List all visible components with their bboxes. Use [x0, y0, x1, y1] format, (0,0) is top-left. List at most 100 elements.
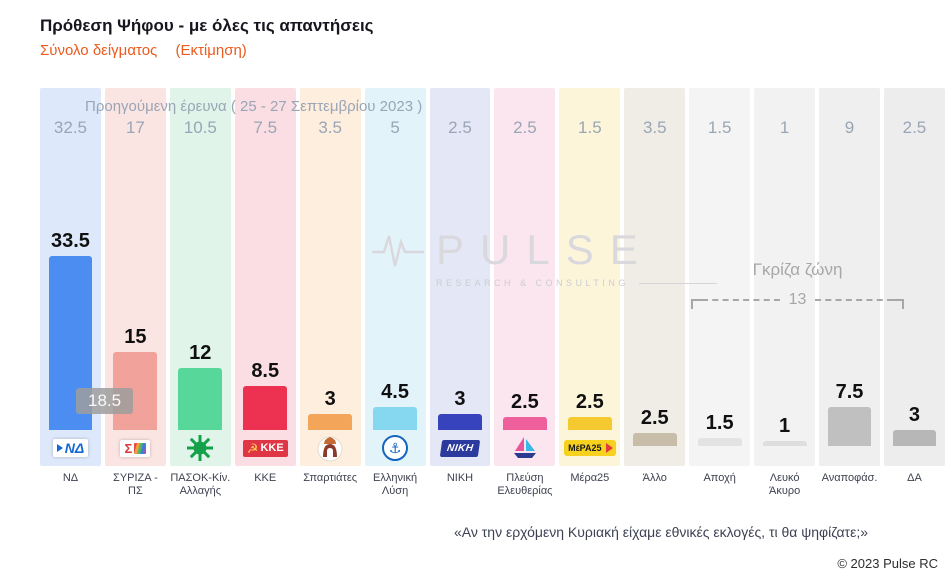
party-label: Πλεύση Ελευθερίας [497, 472, 553, 498]
kke-logo-text: ΚΚΕ [260, 442, 284, 454]
logo-slot: ☭ ΚΚΕ [235, 432, 296, 464]
page-subtitle: Σύνολο δείγματος (Εκτίμηση) [40, 42, 261, 59]
bar [697, 438, 742, 446]
bar [502, 417, 547, 430]
gray-zone-annotation: Γκρίζα ζώνη 13 [685, 260, 910, 309]
previous-value: 10.5 [183, 118, 217, 137]
party-column-plefsi-eleftherias: 2.5 2.5 Πλεύση Ελευθερίας [494, 88, 556, 508]
party-column-apochi: 1.5 1.5 Αποχή [689, 88, 751, 508]
party-column-nd: 32.5 33.5 ΝΔ ΝΔ [40, 88, 101, 508]
bracket-right-line [815, 299, 894, 301]
logo-slot [754, 432, 815, 464]
logo-slot [884, 432, 945, 464]
party-label: Ελληνική Λύση [373, 472, 418, 498]
logo-slot: Σ [105, 432, 166, 464]
previous-value: 17 [125, 118, 145, 137]
bar [892, 430, 937, 446]
bracket-right-corner [893, 299, 905, 309]
syriza-logo: Σ [120, 439, 151, 457]
current-value: 12 [189, 341, 212, 364]
previous-survey-label: Προηγούμενη έρευνα ( 25 - 27 Σεπτεμβρίου… [85, 98, 423, 115]
column-background: 2.5 2.5 [494, 88, 556, 466]
watermark-brand: PULSE [436, 226, 654, 273]
nd-flag-icon [56, 444, 63, 452]
logo-slot [170, 432, 231, 464]
kke-logo: ☭ ΚΚΕ [242, 439, 288, 457]
party-column-mera25: 1.5 2.5 ΜέΡΑ25 Μέρα25 [559, 88, 621, 508]
previous-value: 1 [779, 118, 790, 137]
current-value: 2.5 [511, 391, 539, 413]
bracket-left-corner [691, 299, 702, 309]
nd-logo: ΝΔ [52, 439, 89, 457]
survey-question: «Αν την ερχόμενη Κυριακή είχαμε εθνικές … [454, 524, 868, 540]
party-column-lefko-akyro: 1 1 Λευκό Άκυρο [754, 88, 816, 508]
column-background: 32.5 33.5 ΝΔ [40, 88, 101, 466]
previous-value: 3.5 [318, 118, 342, 137]
spartan-helmet-icon [317, 436, 343, 462]
party-column-spartiates: 3.5 3 Σπαρτιάτες [299, 88, 361, 508]
party-label: ΣΥΡΙΖΑ - ΠΣ [113, 472, 158, 498]
page-title: Πρόθεση Ψήφου - με όλες τις απαντήσεις [40, 16, 374, 35]
column-background: 3.5 2.5 [624, 88, 686, 466]
party-label: ΔΑ [907, 472, 922, 484]
chart-columns: 32.5 33.5 ΝΔ ΝΔ 17 15 Σ ΣΥΡΙΖΑ - ΠΣ 10.5 12 ΠΑΣΟΚ-… [40, 88, 945, 508]
gray-zone-bracket: 13 [685, 292, 910, 309]
logo-slot [300, 432, 361, 464]
bar [632, 433, 677, 446]
subtitle-estimate: (Εκτίμηση) [175, 42, 247, 59]
logo-slot [689, 432, 750, 464]
bar [438, 414, 482, 430]
previous-value: 2.5 [513, 118, 537, 137]
previous-value: 3.5 [642, 118, 667, 137]
previous-value: 2.5 [448, 118, 472, 137]
party-column-anapofasistoi: 9 7.5 Αναποφάσ. [819, 88, 880, 508]
bar [243, 385, 288, 430]
watermark-tagline: RESEARCH & CONSULTING [436, 278, 629, 288]
logo-slot: ⚓ [365, 432, 426, 464]
syriza-flags-icon [134, 442, 147, 454]
previous-value: 1.5 [578, 118, 602, 137]
party-label: ΝΔ [62, 472, 79, 484]
watermark-divider-line [638, 282, 717, 284]
column-background: 1.5 2.5 ΜέΡΑ25 [559, 88, 621, 466]
current-value: 2.5 [575, 391, 604, 413]
current-value: 15 [124, 326, 147, 348]
previous-value: 5 [390, 118, 400, 137]
logo-slot: ΝΙΚΗ [430, 432, 491, 464]
logo-slot [494, 432, 555, 464]
hammer-sickle-icon: ☭ [246, 440, 259, 456]
copyright: © 2023 Pulse RC [837, 556, 938, 571]
bar [827, 407, 872, 446]
bar [178, 367, 223, 430]
elliniki-lysi-logo: ⚓ [382, 435, 409, 461]
current-value: 33.5 [50, 229, 90, 252]
current-value: 1 [779, 414, 791, 437]
niki-logo-text: ΝΙΚΗ [445, 442, 474, 454]
bar-chart: Προηγούμενη έρευνα ( 25 - 27 Σεπτεμβρίου… [40, 88, 945, 508]
party-column-allo: 3.5 2.5 Άλλο [624, 88, 686, 508]
column-background: 3.5 3 [299, 88, 361, 466]
logo-slot [624, 432, 685, 464]
column-background: 5 4.5 ⚓ [364, 88, 426, 466]
previous-value: 1.5 [707, 118, 732, 137]
party-column-pasok-kinal: 10.5 12 ΠΑΣΟΚ-Κίν. Αλλαγής [169, 88, 231, 508]
party-label: ΚΚΕ [254, 472, 277, 484]
current-value: 3 [324, 388, 336, 411]
bar [308, 414, 353, 430]
current-value: 8.5 [251, 359, 280, 382]
party-label: ΝΙΚΗ [446, 472, 474, 484]
logo-slot: ΝΔ [40, 432, 101, 464]
mera25-logo-text: ΜέΡΑ25 [568, 443, 602, 453]
party-label: Λευκό Άκυρο [768, 472, 801, 498]
syriza-logo-text: Σ [124, 440, 133, 456]
column-background: 1.5 1.5 [689, 88, 751, 466]
party-label: Αποχή [703, 472, 736, 484]
party-label: ΠΑΣΟΚ-Κίν. Αλλαγής [170, 472, 231, 498]
party-label: Αναποφάσ. [821, 472, 878, 484]
column-background: 2.5 3 ΝΙΚΗ [429, 88, 491, 466]
party-label: Άλλο [642, 472, 667, 484]
bar [373, 406, 417, 430]
watermark-row: PULSE [370, 226, 717, 274]
watermark-tagline-row: RESEARCH & CONSULTING [436, 278, 717, 288]
